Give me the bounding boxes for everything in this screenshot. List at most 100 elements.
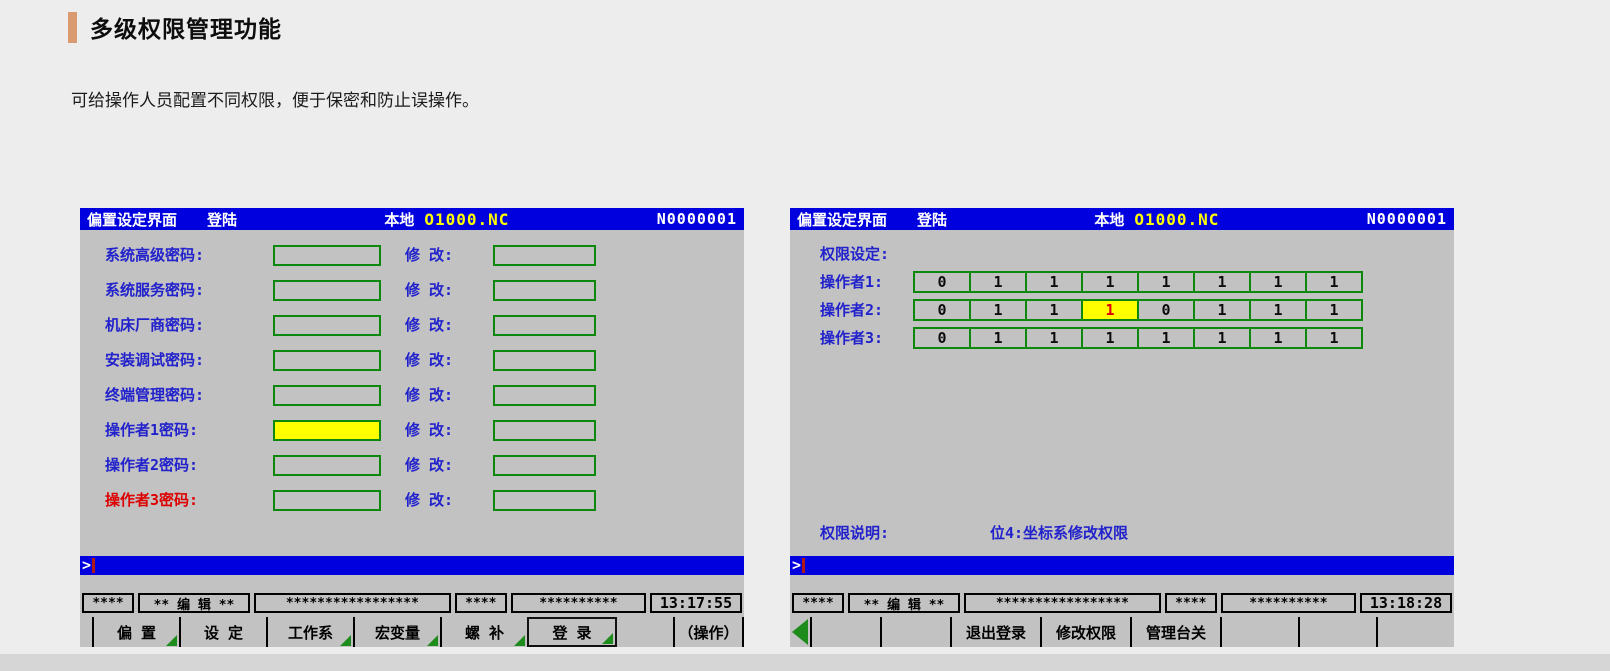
modify-input[interactable] xyxy=(493,455,596,476)
permission-bit-cell[interactable]: 1 xyxy=(1081,327,1139,349)
status-mode-segment: ** 编 辑 ** xyxy=(138,593,250,613)
modify-input[interactable] xyxy=(493,490,596,511)
modify-input[interactable] xyxy=(493,350,596,371)
password-form: 系统高级密码: 修 改: 系统服务密码: 修 改: 机床厂商密码: 修 改: 安… xyxy=(80,230,744,556)
permission-panel: 权限设定: 操作者1: 0 1 1 1 1 1 1 1 操作者2: 0 1 1 … xyxy=(790,230,1454,556)
permission-bit-cell[interactable]: 1 xyxy=(1137,327,1195,349)
password-label: 系统服务密码: xyxy=(105,281,205,299)
modify-label: 修 改: xyxy=(405,246,454,264)
password-row: 系统高级密码: 修 改: xyxy=(80,245,744,266)
password-label: 机床厂商密码: xyxy=(105,316,205,334)
softkey-empty xyxy=(1220,617,1298,647)
permission-bit-cell[interactable]: 1 xyxy=(1025,299,1083,321)
permission-bit-cell[interactable]: 1 xyxy=(1025,271,1083,293)
softkey-modify-permission[interactable]: 修改权限 xyxy=(1040,617,1130,647)
softkey-login-selected[interactable]: 登 录 xyxy=(527,617,617,647)
softkey-empty xyxy=(810,617,880,647)
password-label: 操作者2密码: xyxy=(105,456,199,474)
status-segment: ***************** xyxy=(254,593,451,613)
permission-note-label: 权限说明: xyxy=(820,524,890,542)
permission-bit-row: 0 1 1 1 1 1 1 1 xyxy=(913,271,1363,293)
permission-bit-cell[interactable]: 1 xyxy=(1193,271,1251,293)
modify-input[interactable] xyxy=(493,280,596,301)
modify-input[interactable] xyxy=(493,385,596,406)
permission-bit-cell[interactable]: 0 xyxy=(913,327,971,349)
command-input-line[interactable]: > xyxy=(80,556,744,575)
softkey-empty xyxy=(1298,617,1376,647)
permission-bit-cell[interactable]: 1 xyxy=(1305,327,1363,349)
softkey-operation[interactable]: （操作） xyxy=(673,617,744,647)
softkey-logout[interactable]: 退出登录 xyxy=(950,617,1040,647)
password-row: 操作者1密码: 修 改: xyxy=(80,420,744,441)
password-label: 操作者1密码: xyxy=(105,421,199,439)
operator-label: 操作者2: xyxy=(820,301,884,319)
softkey-setting[interactable]: 设 定 xyxy=(179,617,266,647)
operator-row: 操作者3: 0 1 1 1 1 1 1 1 xyxy=(790,327,1454,349)
permission-bit-cell[interactable]: 1 xyxy=(969,299,1027,321)
status-segment: ***************** xyxy=(964,593,1161,613)
permission-bit-cell[interactable]: 1 xyxy=(1305,271,1363,293)
password-input[interactable] xyxy=(273,490,381,511)
password-input-active[interactable] xyxy=(273,420,381,441)
permission-bit-cell[interactable]: 1 xyxy=(969,271,1027,293)
password-input[interactable] xyxy=(273,350,381,371)
modify-label: 修 改: xyxy=(405,456,454,474)
text-cursor xyxy=(92,558,96,573)
password-input[interactable] xyxy=(273,455,381,476)
softkey-console-off[interactable]: 管理台关 xyxy=(1130,617,1220,647)
password-input[interactable] xyxy=(273,280,381,301)
storage-label: 本地 xyxy=(1094,210,1125,229)
permission-bit-cell[interactable]: 0 xyxy=(1137,299,1195,321)
softkey-page-back[interactable] xyxy=(790,617,810,647)
page-subtitle: 可给操作人员配置不同权限，便于保密和防止误操作。 xyxy=(71,91,479,111)
permission-bit-cell[interactable]: 0 xyxy=(913,271,971,293)
status-segment: **** xyxy=(1164,593,1217,613)
operator-row: 操作者1: 0 1 1 1 1 1 1 1 xyxy=(790,271,1454,293)
program-name: O1000.NC xyxy=(1134,209,1220,229)
modify-input[interactable] xyxy=(493,245,596,266)
status-segment: **** xyxy=(454,593,507,613)
password-row: 机床厂商密码: 修 改: xyxy=(80,315,744,336)
submenu-triangle-icon xyxy=(166,635,177,646)
clock: 13:18:28 xyxy=(1360,593,1452,613)
softkey-empty xyxy=(880,617,950,647)
operator-label: 操作者3: xyxy=(820,329,884,347)
permission-note-row: 权限说明: 位4:坐标系修改权限 xyxy=(790,523,1454,544)
permission-bit-cell[interactable]: 1 xyxy=(1081,271,1139,293)
modify-input[interactable] xyxy=(493,315,596,336)
softkey-pitch-comp[interactable]: 螺 补 xyxy=(440,617,527,647)
softkey-offset[interactable]: 偏 置 xyxy=(92,617,179,647)
permission-bit-cell[interactable]: 1 xyxy=(1305,299,1363,321)
password-label-alert: 操作者3密码: xyxy=(105,491,199,509)
password-label: 系统高级密码: xyxy=(105,246,205,264)
permission-bit-cell[interactable]: 1 xyxy=(1193,299,1251,321)
permission-bit-cell[interactable]: 1 xyxy=(1025,327,1083,349)
permission-bit-row: 0 1 1 1 1 1 1 1 xyxy=(913,327,1363,349)
storage-label: 本地 xyxy=(384,210,415,229)
page-title: 多级权限管理功能 xyxy=(90,17,282,43)
softkey-macro-var[interactable]: 宏变量 xyxy=(353,617,440,647)
softkey-workpiece-coord[interactable]: 工作系 xyxy=(266,617,353,647)
permission-bit-cell[interactable]: 1 xyxy=(1249,271,1307,293)
modify-label: 修 改: xyxy=(405,421,454,439)
command-input-line[interactable]: > xyxy=(790,556,1454,575)
program-name: O1000.NC xyxy=(424,209,510,229)
permission-bit-cell[interactable]: 1 xyxy=(1193,327,1251,349)
password-input[interactable] xyxy=(273,385,381,406)
cnc-screen-password: 偏置设定界面 登陆 本地 O1000.NC N0000001 系统高级密码: 修… xyxy=(80,208,744,647)
screen-tab-label: 偏置设定界面 xyxy=(87,210,178,229)
permission-bit-cell-selected[interactable]: 1 xyxy=(1081,299,1139,321)
permission-bit-cell[interactable]: 0 xyxy=(913,299,971,321)
permission-bit-cell[interactable]: 1 xyxy=(1249,327,1307,349)
left-arrow-icon xyxy=(792,619,808,645)
permission-section-label: 权限设定: xyxy=(820,245,890,263)
permission-bit-cell[interactable]: 1 xyxy=(1249,299,1307,321)
permission-bit-cell[interactable]: 1 xyxy=(1137,271,1195,293)
status-segment: **** xyxy=(82,593,134,613)
page-footer-strip xyxy=(0,654,1610,671)
clock: 13:17:55 xyxy=(650,593,742,613)
password-input[interactable] xyxy=(273,245,381,266)
permission-bit-cell[interactable]: 1 xyxy=(969,327,1027,349)
modify-input[interactable] xyxy=(493,420,596,441)
password-input[interactable] xyxy=(273,315,381,336)
